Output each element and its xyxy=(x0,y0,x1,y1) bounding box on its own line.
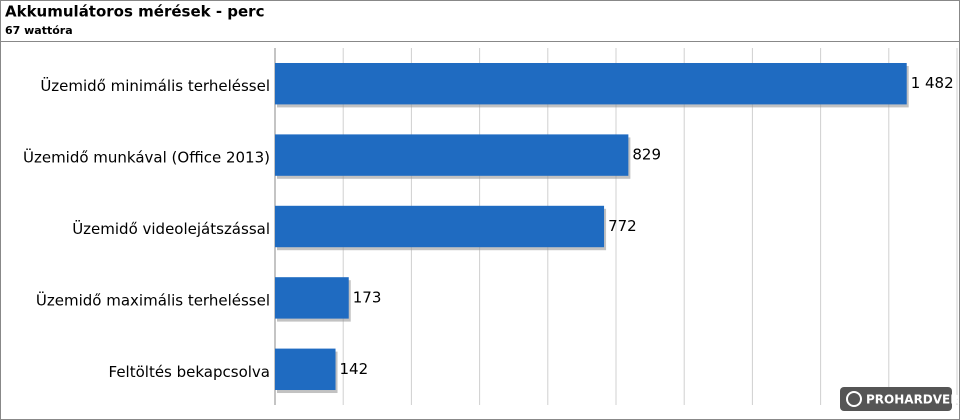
bar xyxy=(275,134,629,176)
bar xyxy=(275,348,336,391)
value-label: 829 xyxy=(632,146,661,164)
bar xyxy=(275,62,907,105)
value-label: 1 482 xyxy=(911,74,954,92)
watermark-icon xyxy=(846,391,862,407)
category-label: Feltöltés bekapcsolva xyxy=(109,363,270,381)
watermark-box xyxy=(840,387,952,411)
category-label: Üzemidő minimális terheléssel xyxy=(40,76,270,95)
value-label: 142 xyxy=(340,360,369,378)
header xyxy=(0,0,960,42)
value-label: 772 xyxy=(608,217,637,235)
bar xyxy=(275,277,349,319)
watermark: PROHARDVER! xyxy=(866,393,960,407)
category-label: Üzemidő munkával (Office 2013) xyxy=(23,148,270,167)
plot: Üzemidő minimális terheléssel 1 482 Üzemid… xyxy=(23,48,958,405)
chart-title: Akkumulátoros mérések - perc xyxy=(5,3,264,21)
bar xyxy=(275,205,605,248)
chart-subtitle: 67 wattóra xyxy=(5,24,73,37)
category-label: Üzemidő maximális terheléssel xyxy=(36,290,270,309)
value-label: 173 xyxy=(353,288,382,306)
category-label: Üzemidő videolejátszással xyxy=(72,219,270,238)
